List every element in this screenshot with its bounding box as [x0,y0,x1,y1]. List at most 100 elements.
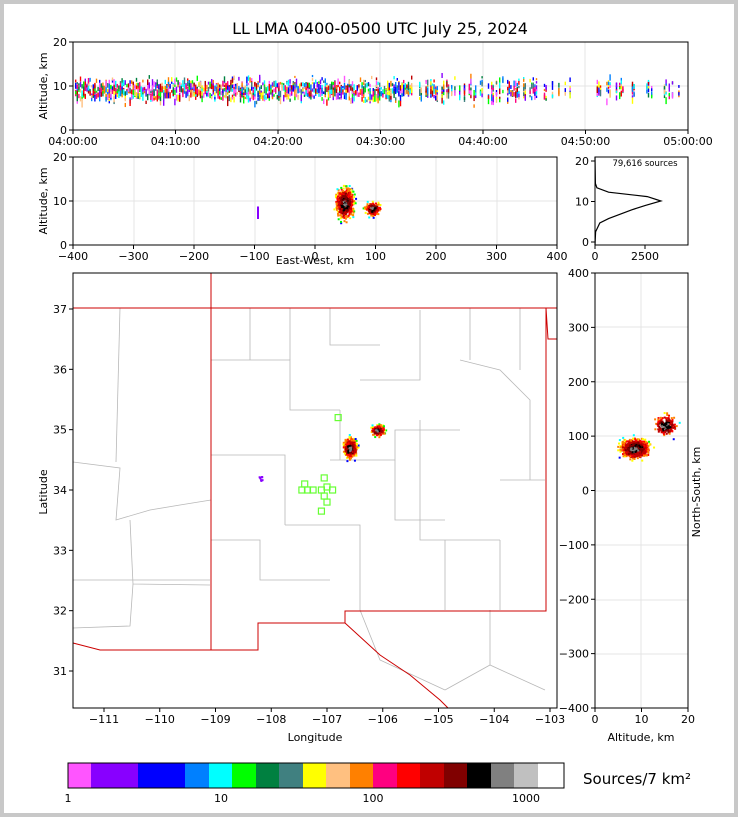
time-height-source [75,82,77,89]
time-height-source [348,80,350,87]
time-height-source [241,93,243,98]
x-tick-label: −111 [89,713,119,726]
time-height-source [307,86,309,89]
time-height-source [329,91,331,98]
map-sources [258,423,388,482]
ew-altitude-source [348,213,351,216]
time-height-source [323,80,325,83]
time-height-source [647,79,650,83]
time-height-source [558,82,560,88]
time-height-source [443,89,445,93]
time-height-source [607,89,610,94]
time-height-source [446,79,448,82]
time-height-source [246,76,248,84]
time-height-source [259,90,261,95]
time-height-source [411,86,413,93]
altitude-ns-source [657,425,660,428]
time-height-source [443,80,445,88]
time-height-source [491,89,493,96]
time-height-source [411,75,413,80]
time-height-source [116,90,118,94]
time-height-source [134,90,136,97]
x-tick-label: 300 [486,250,507,263]
time-height-source [310,85,312,91]
map-source [346,453,349,456]
ew-altitude-source [370,203,373,206]
time-height-source [129,83,131,87]
time-height-source [598,91,600,96]
time-height-source [275,80,277,87]
time-height-source [339,93,341,96]
ew-altitude-source [339,192,342,195]
altitude-ns-source [640,447,643,450]
time-height-source [607,81,610,86]
ew-altitude-source [373,204,376,207]
time-height-source [300,82,302,87]
map-source [382,425,385,428]
ew-altitude-source [342,199,345,202]
x-tick-label: −300 [118,250,148,263]
time-height-source [175,77,178,82]
time-height-source [108,93,110,99]
altitude-ns-source [632,434,635,437]
time-height-source [441,86,443,90]
time-height-source [115,87,117,95]
time-height-source [305,90,307,97]
time-height-source [118,85,120,92]
station-marker [323,498,331,506]
map-source [348,456,351,459]
map-source [380,425,383,428]
time-height-source [420,89,422,96]
ew-altitude-source [367,205,370,208]
map-source [382,426,385,429]
time-height-source [425,90,427,96]
time-height-source [246,93,248,99]
x-tick-label: −106 [368,713,398,726]
time-height-source [289,79,291,84]
ew-altitude-source [344,210,347,213]
time-height-source [89,77,91,82]
time-height-source [441,72,443,78]
time-height-source [342,89,344,93]
altitude-ns-source [657,418,660,421]
time-height-source [108,98,110,102]
time-height-source [175,86,178,93]
time-height-source [390,80,392,87]
time-height-source [523,77,525,80]
time-height-source [164,79,166,85]
histogram-annotation: 79,616 sources [612,159,678,169]
time-height-source [534,85,536,92]
time-height-source [195,96,197,100]
time-height-source [137,92,139,100]
time-height-source [211,79,213,84]
time-height-source [374,88,376,96]
time-height-source [126,83,128,88]
time-height-source [300,94,302,102]
altitude-ns-source [666,412,669,415]
map-source [342,443,345,446]
time-height-source [305,86,307,92]
altitude-ns-source [670,421,673,424]
ew-altitude-source [345,200,348,203]
county-line [72,461,212,521]
ew-altitude-source [340,212,343,215]
time-height-source [355,90,357,95]
time-height-source [492,97,494,103]
time-height-source [187,89,189,95]
altitude-ns-source [667,431,670,434]
y-tick-label: −100 [559,539,589,552]
time-height-source [375,80,378,87]
y-tick-label: 32 [53,605,67,618]
altitude-ns-source [641,459,644,462]
time-height-source [244,96,246,100]
altitude-ns-source [628,438,631,441]
time-height-source [387,91,389,96]
time-height-source [294,89,296,94]
time-height-source [95,90,98,96]
time-height-source [353,93,355,96]
time-height-source [129,80,131,87]
time-height-source [190,80,192,84]
ew-altitude-source [337,195,340,198]
map-source [346,460,349,463]
